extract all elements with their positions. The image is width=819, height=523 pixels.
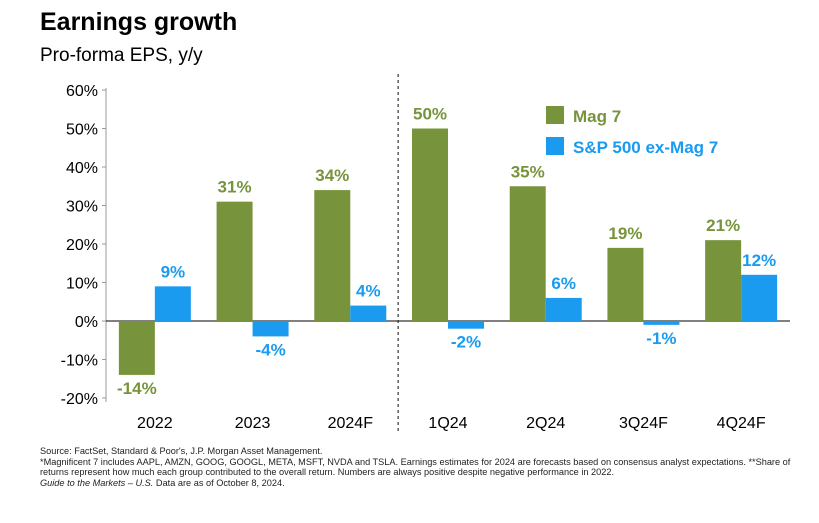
y-tick-label: 10% <box>66 276 98 293</box>
x-tick-label: 2024F <box>328 415 374 432</box>
x-tick-label: 2022 <box>137 415 173 432</box>
definition-note: *Magnificent 7 includes AAPL, AMZN, GOOG… <box>40 456 791 478</box>
x-tick-label: 4Q24F <box>717 415 766 432</box>
bar <box>448 321 484 329</box>
x-tick-label: 1Q24 <box>428 415 467 432</box>
legend-swatch <box>546 106 564 124</box>
y-tick-label: 20% <box>66 237 98 254</box>
data-label: 4% <box>356 282 381 301</box>
x-tick-label: 2023 <box>235 415 271 432</box>
bar <box>545 297 582 321</box>
date-text: Data are as of October 8, 2024. <box>153 477 285 488</box>
data-label: 9% <box>161 262 186 281</box>
bar <box>350 305 387 321</box>
data-label: -1% <box>646 329 676 348</box>
bar <box>412 128 448 321</box>
legend-label: Mag 7 <box>573 107 621 126</box>
y-tick-label: 60% <box>66 83 98 100</box>
bar <box>314 190 351 321</box>
data-label: 19% <box>608 224 642 243</box>
y-tick-label: 0% <box>75 314 98 331</box>
bar <box>252 321 289 337</box>
data-label: 35% <box>511 162 545 181</box>
data-label: 31% <box>218 178 252 197</box>
legend-label: S&P 500 ex-Mag 7 <box>573 138 718 157</box>
guide-name: Guide to the Markets – U.S. <box>40 477 154 488</box>
y-tick-label: -10% <box>61 353 98 370</box>
bar <box>741 274 778 321</box>
bar <box>705 240 742 321</box>
y-tick-label: 40% <box>66 160 98 177</box>
y-tick-label: 50% <box>66 122 98 139</box>
data-label: 34% <box>315 166 349 185</box>
data-date-note: Guide to the Markets – U.S. Data are as … <box>40 478 800 489</box>
footnotes: Source: FactSet, Standard & Poor's, J.P.… <box>40 446 800 488</box>
earnings-growth-chart: 60% 50% 40% 30% 20% 10% 0% -10% -20% -14% 9% 2022 31… <box>61 74 790 432</box>
data-label: 50% <box>413 105 447 124</box>
chart-title: Earnings growth <box>40 8 238 36</box>
bar <box>607 247 644 321</box>
data-label: -2% <box>451 333 481 352</box>
bar <box>216 201 253 321</box>
y-tick-label: -20% <box>61 391 98 408</box>
data-label: 12% <box>742 251 776 270</box>
bar <box>643 321 680 325</box>
x-tick-label: 2Q24 <box>526 415 565 432</box>
legend-swatch <box>546 137 564 155</box>
data-label: 21% <box>706 216 740 235</box>
bar <box>154 286 191 321</box>
y-tick-label: 30% <box>66 199 98 216</box>
data-label: -4% <box>255 340 285 359</box>
chart-subtitle: Pro-forma EPS, y/y <box>40 45 203 66</box>
data-label: 6% <box>551 274 576 293</box>
bar <box>509 186 546 321</box>
source-note: Source: FactSet, Standard & Poor's, J.P.… <box>40 446 323 456</box>
bar <box>118 321 155 375</box>
x-tick-label: 3Q24F <box>619 415 668 432</box>
data-label: -14% <box>117 379 157 398</box>
